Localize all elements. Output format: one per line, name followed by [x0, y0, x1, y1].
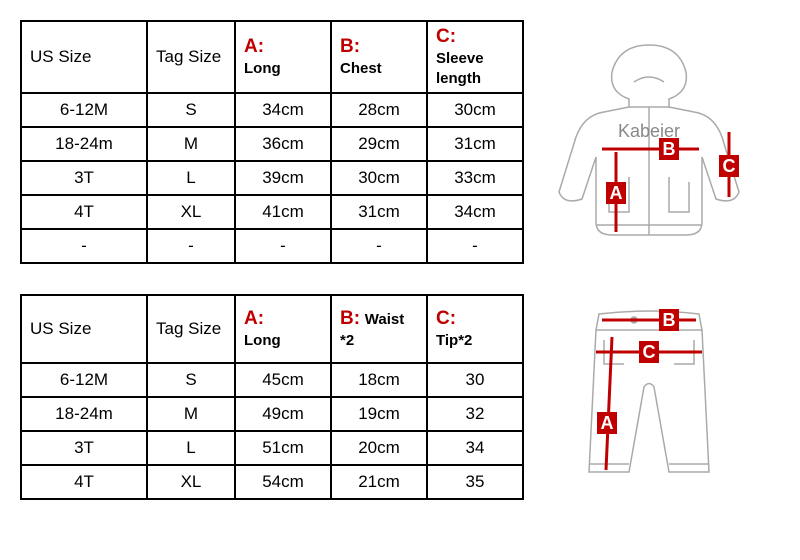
cell-tag: XL	[147, 465, 235, 499]
cell-c: 30cm	[427, 93, 523, 127]
cell-b: 29cm	[331, 127, 427, 161]
cell-b: 30cm	[331, 161, 427, 195]
pants-label-a: A	[597, 337, 617, 470]
table-row: -----	[21, 229, 523, 263]
table-row: 18-24mM49cm19cm32	[21, 397, 523, 431]
cell-tag: S	[147, 93, 235, 127]
cell-tag: S	[147, 363, 235, 397]
cell-tag: M	[147, 127, 235, 161]
jacket-size-block: US Size Tag Size A:Long B:Chest C:Sleeve…	[20, 20, 780, 264]
header-a: A:Long	[235, 21, 331, 93]
cell-a: 45cm	[235, 363, 331, 397]
svg-text:A: A	[601, 413, 614, 433]
cell-b: 19cm	[331, 397, 427, 431]
header-c: C:Tip*2	[427, 295, 523, 363]
cell-c: 33cm	[427, 161, 523, 195]
header-tag-size: Tag Size	[147, 295, 235, 363]
cell-c: 35	[427, 465, 523, 499]
svg-text:C: C	[643, 342, 656, 362]
pants-size-table: US Size Tag Size A:Long B: Waist *2 C:Ti…	[20, 294, 524, 500]
cell-tag: -	[147, 229, 235, 263]
table-row: 3TL39cm30cm33cm	[21, 161, 523, 195]
cell-tag: L	[147, 431, 235, 465]
cell-a: 41cm	[235, 195, 331, 229]
cell-a: 36cm	[235, 127, 331, 161]
cell-b: -	[331, 229, 427, 263]
cell-us: 4T	[21, 195, 147, 229]
cell-a: 51cm	[235, 431, 331, 465]
cell-tag: L	[147, 161, 235, 195]
cell-us: 4T	[21, 465, 147, 499]
header-b: B: Waist *2	[331, 295, 427, 363]
header-us-size: US Size	[21, 295, 147, 363]
table-row: 4TXL54cm21cm35	[21, 465, 523, 499]
cell-us: 18-24m	[21, 397, 147, 431]
header-tag-size: Tag Size	[147, 21, 235, 93]
pants-diagram: B C A	[534, 294, 764, 500]
header-c: C:Sleeve length	[427, 21, 523, 93]
pants-size-block: US Size Tag Size A:Long B: Waist *2 C:Ti…	[20, 294, 780, 500]
table-row: 4TXL41cm31cm34cm	[21, 195, 523, 229]
header-a: A:Long	[235, 295, 331, 363]
cell-a: -	[235, 229, 331, 263]
cell-a: 39cm	[235, 161, 331, 195]
cell-c: 31cm	[427, 127, 523, 161]
table-row: 6-12MS34cm28cm30cm	[21, 93, 523, 127]
cell-a: 34cm	[235, 93, 331, 127]
cell-b: 18cm	[331, 363, 427, 397]
jacket-size-table: US Size Tag Size A:Long B:Chest C:Sleeve…	[20, 20, 524, 264]
table-row: 18-24mM36cm29cm31cm	[21, 127, 523, 161]
cell-b: 20cm	[331, 431, 427, 465]
table-row: 6-12MS45cm18cm30	[21, 363, 523, 397]
svg-text:A: A	[610, 183, 623, 203]
cell-b: 21cm	[331, 465, 427, 499]
cell-c: 30	[427, 363, 523, 397]
cell-b: 31cm	[331, 195, 427, 229]
jacket-label-c: C	[719, 132, 739, 197]
svg-text:B: B	[663, 139, 676, 159]
cell-c: 32	[427, 397, 523, 431]
cell-us: 6-12M	[21, 363, 147, 397]
jacket-label-a: A	[606, 152, 626, 232]
header-b: B:Chest	[331, 21, 427, 93]
cell-c: 34cm	[427, 195, 523, 229]
header-us-size: US Size	[21, 21, 147, 93]
cell-c: -	[427, 229, 523, 263]
cell-tag: XL	[147, 195, 235, 229]
cell-us: 3T	[21, 431, 147, 465]
jacket-diagram: Kabeier A B C	[534, 20, 764, 264]
cell-us: -	[21, 229, 147, 263]
cell-b: 28cm	[331, 93, 427, 127]
cell-us: 18-24m	[21, 127, 147, 161]
cell-a: 54cm	[235, 465, 331, 499]
cell-us: 3T	[21, 161, 147, 195]
cell-a: 49cm	[235, 397, 331, 431]
cell-c: 34	[427, 431, 523, 465]
svg-text:B: B	[663, 310, 676, 330]
cell-us: 6-12M	[21, 93, 147, 127]
table-row: 3TL51cm20cm34	[21, 431, 523, 465]
cell-tag: M	[147, 397, 235, 431]
svg-text:C: C	[723, 156, 736, 176]
